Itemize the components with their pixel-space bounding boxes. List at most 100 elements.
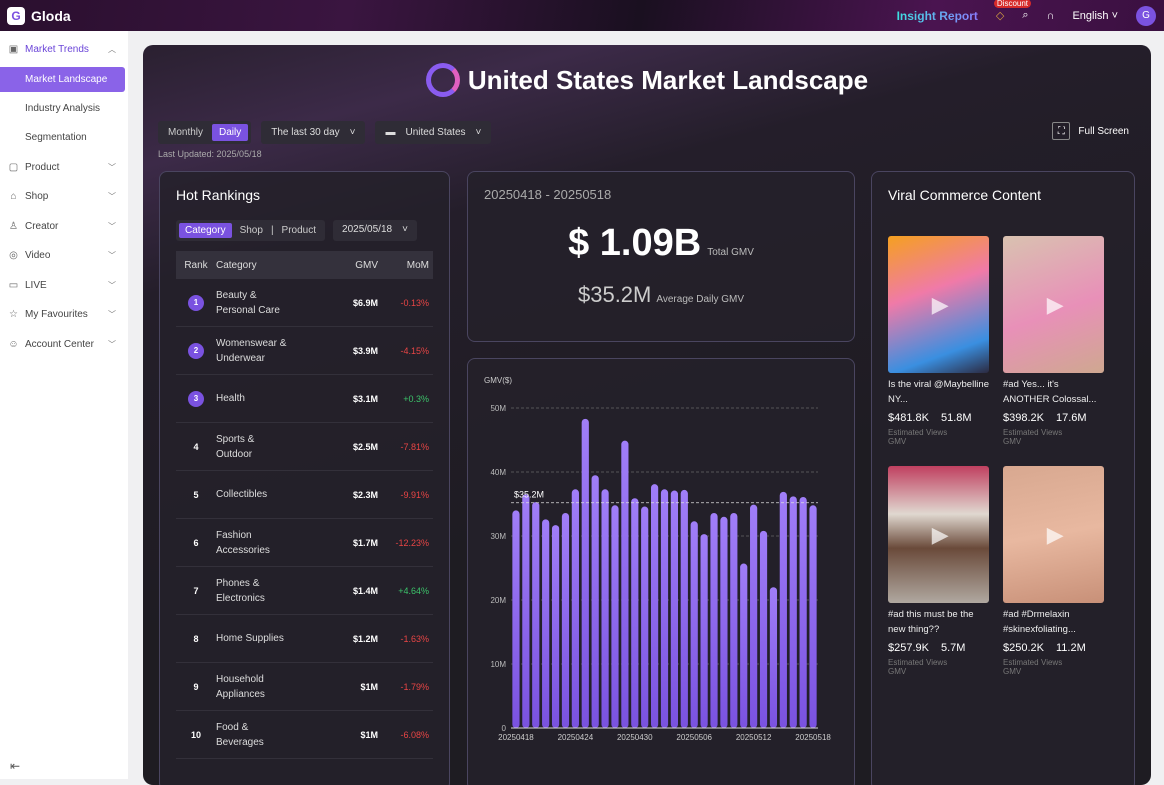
chevron-down-icon: ˅ <box>475 127 482 138</box>
header-category: Category <box>216 259 257 271</box>
header-rank: Rank <box>184 259 208 271</box>
bar <box>631 498 639 728</box>
sidebar-item-product[interactable]: ▢ Product ﹀ <box>0 153 128 183</box>
sidebar-item-favourites[interactable]: ☆ My Favourites ﹀ <box>0 300 128 330</box>
sidebar-item-video[interactable]: ◎ Video ﹀ <box>0 241 128 271</box>
video-item[interactable]: ▶ Is the viral @Maybelline NY... $481.8K… <box>888 236 989 446</box>
views: 5.7M <box>940 642 966 654</box>
sidebar-item-market-landscape[interactable]: Market Landscape <box>0 66 125 92</box>
table-row[interactable]: 3 Health $3.1M +0.3% <box>176 375 433 423</box>
table-row[interactable]: 8 Home Supplies $1.2M -1.63% <box>176 615 433 663</box>
estimated-gmv-label: Estimated GMV <box>888 428 924 446</box>
divider: | <box>270 225 274 236</box>
sidebar-item-segmentation[interactable]: Segmentation <box>25 132 87 144</box>
table-row[interactable]: 7 Phones & Electronics $1.4M +4.64% <box>176 567 433 615</box>
video-thumbnail[interactable]: ▶ <box>1003 466 1104 603</box>
country-select[interactable]: ▬ United States ˅ <box>375 121 492 144</box>
full-screen-button[interactable]: ⛶ Full Screen <box>1052 122 1129 140</box>
rank-number: 4 <box>193 441 199 452</box>
sidebar-label: LIVE <box>25 279 47 291</box>
sidebar-item-creator[interactable]: ♙ Creator ﹀ <box>0 212 128 242</box>
gmv-value: $3.9M <box>352 345 378 356</box>
chevron-down-icon: ﹀ <box>108 251 116 261</box>
sidebar-item-industry-analysis[interactable]: Industry Analysis <box>25 102 101 114</box>
category-name: Womenswear & Underwear <box>216 337 287 364</box>
mom-value: +0.3% <box>403 393 429 404</box>
sidebar-label: My Favourites <box>25 309 88 321</box>
app-name: Gloda <box>31 7 71 24</box>
sidebar-item-account-center[interactable]: ☺ Account Center ﹀ <box>0 330 128 360</box>
play-icon[interactable]: ▶ <box>1046 291 1064 317</box>
play-icon[interactable]: ▶ <box>931 521 949 547</box>
estimated-gmv: $257.9K <box>888 642 929 654</box>
monthly-tab[interactable]: Monthly <box>168 127 204 138</box>
table-row[interactable]: 4 Sports & Outdoor $2.5M -7.81% <box>176 423 433 471</box>
mom-value: +4.64% <box>398 585 429 596</box>
total-gmv-label: Total GMV <box>707 247 754 258</box>
bar <box>730 512 738 728</box>
sidebar-item-market-trends[interactable]: ▣ Market Trends ︿ <box>0 35 128 65</box>
bar <box>512 510 520 728</box>
gmv-value: $3.1M <box>352 393 378 404</box>
table-row[interactable]: 6 Fashion Accessories $1.7M -12.23% <box>176 519 433 567</box>
gmv-value: $2.5M <box>352 441 378 452</box>
table-row[interactable]: 1 Beauty & Personal Care $6.9M -0.13% <box>176 279 433 327</box>
headset-icon[interactable]: ∩ <box>1046 9 1055 22</box>
brand-logo-icon <box>425 63 460 97</box>
table-row[interactable]: 5 Collectibles $2.3M -9.91% <box>176 471 433 519</box>
bar <box>551 525 560 728</box>
date-range-select[interactable]: The last 30 day ˅ <box>261 121 366 144</box>
avg-gmv-label: Average Daily GMV <box>656 294 745 305</box>
video-thumbnail[interactable]: ▶ <box>888 466 989 603</box>
discount-button[interactable]: Discount ◇ <box>993 0 1032 22</box>
table-row[interactable]: 9 Household Appliances $1M -1.79% <box>176 663 433 711</box>
y-tick-label: 50M <box>490 404 506 413</box>
search-icon[interactable]: ⌕ <box>1022 9 1029 21</box>
y-tick-label: 40M <box>490 468 506 477</box>
gmv-value: $2.3M <box>352 489 378 500</box>
video-item[interactable]: ▶ #ad Yes... it's ANOTHER Colossal... $3… <box>1003 236 1104 446</box>
rank-number: 7 <box>193 585 199 596</box>
us-flag-icon: ▬ <box>385 127 396 138</box>
video-item[interactable]: ▶ #ad #Drmelaxin #skinexfoliating... $25… <box>1003 466 1104 676</box>
sidebar-item-shop[interactable]: ⌂ Shop ﹀ <box>0 182 128 212</box>
play-icon[interactable]: ▶ <box>1046 521 1064 547</box>
x-tick-label: 20250512 <box>736 733 772 742</box>
logo[interactable]: G Gloda <box>7 6 71 25</box>
table-row[interactable]: 10 Food & Beverages $1M -6.08% <box>176 711 433 759</box>
category-name: Health <box>216 393 245 404</box>
bar <box>750 504 758 728</box>
gmv-bar-chart: GMV($) 0 10M 20M 30M 40M 50M $35.2M 20250418 2025… <box>484 376 831 742</box>
views: 51.8M <box>940 412 972 424</box>
x-tick-label: 20250424 <box>558 733 594 742</box>
language-label: English <box>1072 9 1109 22</box>
daily-tab[interactable]: Daily <box>212 124 249 141</box>
bar <box>591 475 599 728</box>
tab-shop[interactable]: Shop <box>239 225 263 236</box>
star-icon: ☆ <box>9 309 18 321</box>
sidebar-item-live[interactable]: ▭ LIVE ﹀ <box>0 271 128 301</box>
bar <box>680 489 688 728</box>
gmv-value: $1M <box>360 729 378 740</box>
tab-category[interactable]: Category <box>179 223 232 238</box>
mom-value: -0.13% <box>400 297 429 308</box>
ranking-date-select[interactable]: 2025/05/18 ˅ <box>333 220 417 241</box>
bar <box>650 484 659 728</box>
language-select[interactable]: English ˅ <box>1072 9 1118 22</box>
collapse-sidebar-icon[interactable]: ⇤ <box>10 759 21 773</box>
bar <box>522 494 530 728</box>
gmv-date-range: 20250418 - 20250518 <box>484 187 612 202</box>
avatar[interactable]: G <box>1136 5 1156 26</box>
play-icon[interactable]: ▶ <box>931 291 949 317</box>
insight-report-link[interactable]: Insight Report <box>896 8 978 23</box>
category-name: Sports & Outdoor <box>216 433 255 460</box>
category-name: Fashion Accessories <box>216 529 270 556</box>
video-thumbnail[interactable]: ▶ <box>888 236 989 373</box>
tab-product[interactable]: Product <box>281 225 317 236</box>
bar <box>601 489 609 728</box>
table-row[interactable]: 2 Womenswear & Underwear $3.9M -4.15% <box>176 327 433 375</box>
video-thumbnail[interactable]: ▶ <box>1003 236 1104 373</box>
bar <box>809 505 817 728</box>
video-item[interactable]: ▶ #ad this must be the new thing?? $257.… <box>888 466 989 676</box>
mom-value: -9.91% <box>400 489 429 500</box>
